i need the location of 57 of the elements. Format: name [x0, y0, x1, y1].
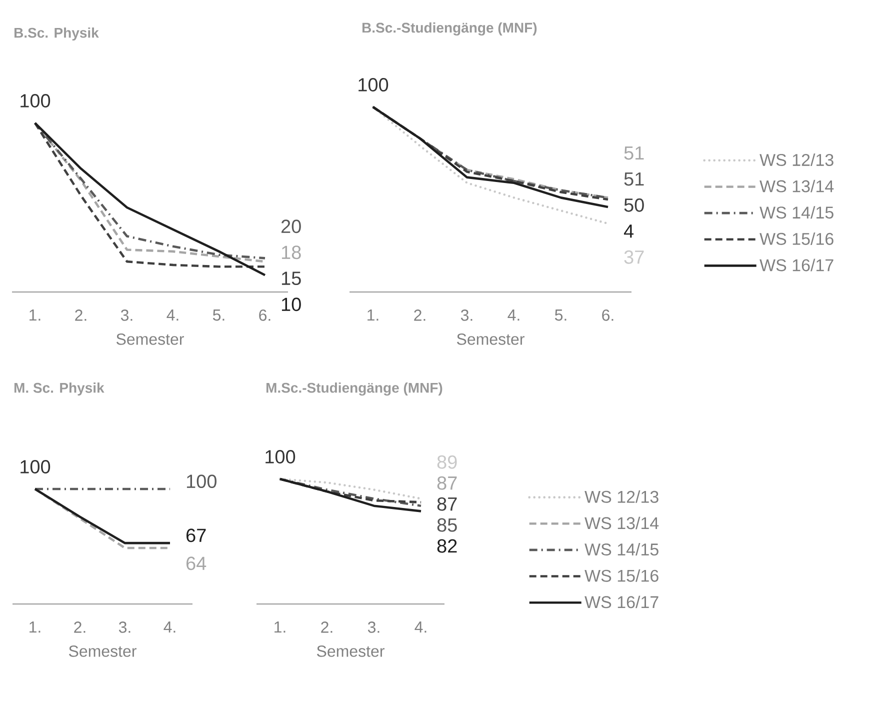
data-label: 51 [624, 146, 644, 160]
legend-label: WS 14/15 [584, 543, 658, 556]
x-tick-label: 2. [75, 310, 86, 321]
x-tick-label: 3. [368, 622, 380, 633]
x-tick-label: 4. [414, 622, 426, 633]
x-tick-label: 1. [30, 310, 40, 321]
legend-label: WS 13/14 [584, 516, 659, 530]
x-axis-title: Semester [116, 334, 184, 345]
legend-label: WS 12/13 [584, 490, 658, 503]
data-label: 85 [437, 518, 457, 532]
chart-title: B.Sc. Physik [14, 27, 99, 41]
x-tick-label: 4. [166, 310, 178, 321]
x-tick-label: 3. [460, 310, 472, 321]
data-label: 100 [20, 94, 50, 108]
legend-label: WS 15/16 [760, 232, 834, 245]
chart-title: M.Sc.-Studiengänge (MNF) [266, 382, 442, 396]
data-label: 87 [437, 476, 457, 490]
x-tick-label: 6. [602, 310, 614, 321]
chart-title: B.Sc.-Studiengänge (MNF) [362, 22, 537, 36]
legend-label: WS 15/16 [584, 569, 658, 582]
chart-title: M. Sc. Physik [14, 382, 104, 396]
data-label: 20 [281, 220, 301, 234]
x-tick-label: 2. [321, 622, 332, 633]
x-tick-label: 1. [30, 622, 40, 633]
x-tick-label: 3. [118, 622, 130, 633]
x-tick-label: 2. [414, 310, 426, 321]
x-tick-label: 1. [274, 622, 286, 633]
data-label: 100 [20, 460, 50, 474]
data-label: 100 [266, 450, 296, 464]
data-label: 50 [624, 198, 644, 212]
legend-label: WS 12/13 [760, 154, 834, 166]
x-tick-label: 5. [212, 310, 224, 321]
data-label: 64 [186, 556, 206, 570]
x-axis-title: Semester [456, 334, 524, 345]
x-tick-label: 4. [508, 310, 520, 321]
data-label: 67 [186, 528, 206, 542]
legend-label: WS 13/14 [760, 180, 834, 192]
x-tick-label: 3. [120, 310, 132, 321]
data-label: 18 [282, 246, 301, 260]
data-label: 82 [437, 539, 457, 553]
legend-label: WS 16/17 [584, 596, 658, 608]
annotation: 4 [624, 224, 634, 238]
data-label: 15 [282, 272, 301, 286]
x-tick-label: 2. [74, 622, 86, 633]
x-tick-label: 1. [368, 310, 378, 321]
x-tick-label: 4. [164, 622, 176, 633]
data-label: 100 [186, 474, 216, 488]
x-tick-label: 6. [259, 310, 270, 321]
legend-label: WS 16/17 [760, 258, 834, 272]
data-label: 51 [624, 172, 644, 186]
x-axis-title: Semester [316, 646, 384, 657]
data-label: 100 [358, 78, 388, 92]
x-tick-label: 5. [554, 310, 566, 321]
data-label: 87 [437, 497, 457, 511]
legend-label: WS 14/15 [760, 206, 834, 219]
x-axis-title: Semester [68, 646, 136, 657]
data-label: 10 [282, 298, 301, 312]
